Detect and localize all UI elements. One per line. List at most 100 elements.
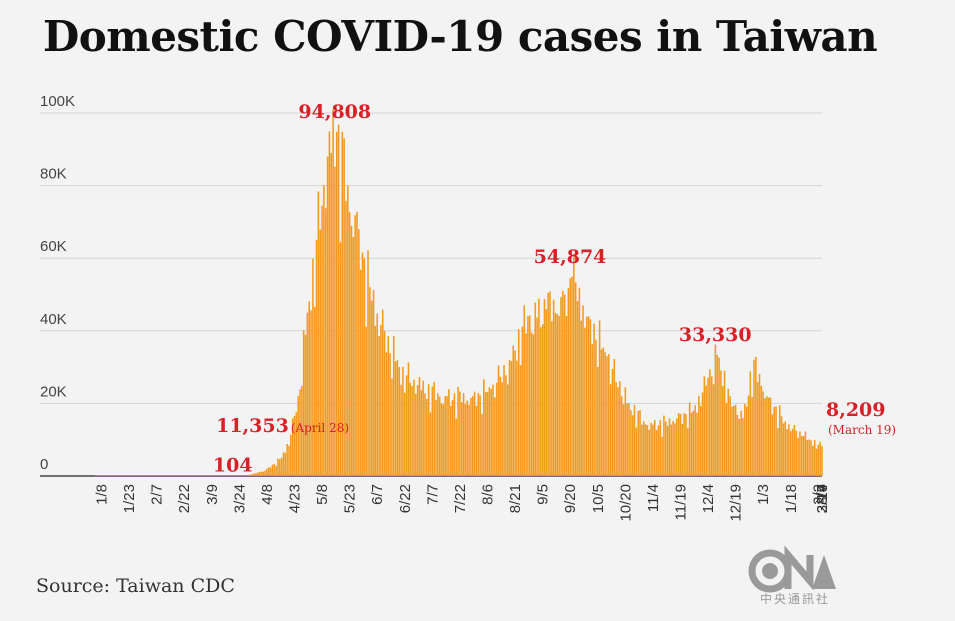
bar	[166, 475, 169, 476]
bar	[198, 475, 200, 476]
x-tick-label: 8/6	[479, 484, 496, 505]
bar	[584, 327, 586, 476]
bar	[694, 405, 696, 476]
bar	[106, 475, 108, 476]
bar	[381, 309, 384, 476]
bar	[448, 389, 450, 476]
bar	[249, 474, 252, 476]
bar	[479, 395, 481, 476]
bar	[551, 321, 553, 476]
bar	[642, 421, 645, 476]
bar	[288, 445, 290, 476]
bar	[335, 131, 338, 476]
bar	[565, 316, 568, 476]
bar	[321, 205, 323, 476]
bar	[133, 475, 136, 476]
bar	[773, 406, 775, 476]
bar	[569, 278, 571, 476]
bar	[242, 475, 244, 476]
bar	[494, 397, 496, 476]
bar	[698, 396, 700, 476]
bar	[431, 386, 434, 476]
bar	[284, 452, 287, 476]
bar	[302, 330, 305, 476]
bar	[793, 425, 796, 476]
bar	[220, 475, 222, 476]
data-label: 11,353	[216, 415, 289, 437]
bar	[688, 402, 691, 476]
bar	[361, 252, 364, 476]
bar	[255, 473, 257, 476]
bar	[400, 384, 402, 476]
bar	[721, 386, 724, 476]
data-label: 104	[213, 455, 253, 477]
bar	[359, 269, 362, 476]
bar	[784, 421, 787, 476]
bar	[179, 475, 182, 476]
bar	[734, 404, 737, 476]
bar	[620, 396, 623, 476]
bar	[492, 384, 494, 476]
bar	[615, 382, 617, 476]
bar	[229, 475, 231, 476]
bar	[437, 393, 439, 476]
bar	[668, 418, 671, 476]
bar	[541, 324, 544, 476]
bar	[455, 418, 458, 476]
bar	[777, 428, 779, 476]
x-tick-label: 2/7	[149, 484, 166, 505]
bar	[256, 472, 259, 476]
bar	[472, 396, 474, 476]
bar	[222, 475, 224, 476]
bar	[554, 312, 557, 476]
bar	[203, 475, 206, 476]
bar	[701, 392, 704, 476]
bar	[102, 475, 105, 476]
bar	[709, 369, 711, 476]
bar	[505, 375, 507, 476]
bar	[266, 468, 268, 476]
bar	[749, 371, 752, 476]
bar	[707, 377, 709, 476]
bar	[506, 384, 509, 476]
bar	[104, 475, 106, 476]
bar	[622, 404, 625, 476]
bar	[363, 258, 366, 476]
bar	[354, 215, 356, 477]
data-label: 54,874	[534, 246, 607, 268]
bar	[442, 404, 445, 476]
bar	[716, 355, 719, 476]
bar	[813, 439, 816, 476]
x-tick-label: 2/22	[176, 484, 193, 513]
bar	[672, 420, 674, 476]
bar	[312, 258, 314, 476]
bar	[258, 472, 261, 476]
bar	[635, 427, 638, 476]
bar	[738, 419, 741, 476]
bar	[405, 375, 408, 476]
bar	[810, 440, 812, 476]
bar	[100, 475, 103, 476]
bar	[692, 410, 695, 476]
bar	[755, 356, 757, 476]
bar	[245, 475, 248, 476]
bar	[677, 413, 680, 476]
bar	[611, 368, 614, 476]
bar	[676, 418, 678, 476]
bar	[788, 424, 790, 476]
bar	[560, 297, 562, 476]
bar	[736, 414, 739, 476]
y-tick-label: 80K	[40, 166, 67, 183]
bar	[350, 225, 353, 476]
bar	[380, 324, 382, 476]
bar	[780, 416, 783, 476]
bar	[817, 444, 820, 476]
bar	[769, 397, 772, 476]
bar	[291, 418, 294, 476]
bar	[587, 316, 590, 476]
bar	[402, 366, 404, 476]
bar	[403, 392, 406, 476]
x-tick-label: 8/21	[507, 484, 524, 513]
bar	[576, 301, 579, 476]
bar	[534, 302, 537, 476]
